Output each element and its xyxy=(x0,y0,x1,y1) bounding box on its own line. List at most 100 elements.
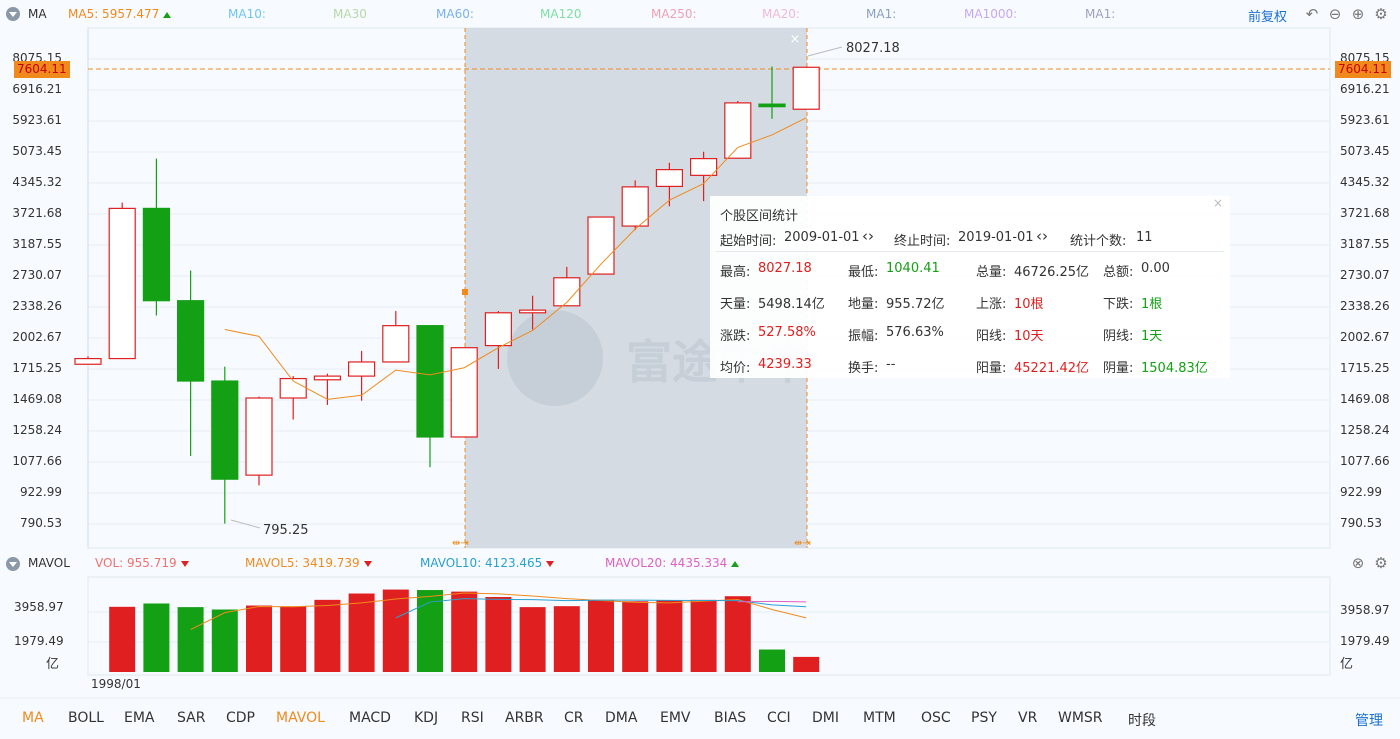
indicator-tab-dmi[interactable]: DMI xyxy=(812,710,839,726)
indicator-tab-时段[interactable]: 时段 xyxy=(1128,713,1156,729)
start-time-stepper-icon[interactable]: ‹› xyxy=(862,227,874,245)
candle[interactable] xyxy=(792,66,820,110)
price-tick-left: 5923.61 xyxy=(12,113,62,127)
indicator-tab-kdj[interactable]: KDJ xyxy=(414,710,439,726)
ma-legend-item[interactable]: MA1: xyxy=(866,7,897,21)
ma-legend-item[interactable]: MA60: xyxy=(436,7,474,21)
candle[interactable] xyxy=(518,295,547,330)
candle[interactable] xyxy=(724,101,752,159)
candle[interactable] xyxy=(416,325,444,468)
indicator-tab-dma[interactable]: DMA xyxy=(605,710,638,726)
candle[interactable] xyxy=(108,202,136,360)
indicator-tab-macd[interactable]: MACD xyxy=(349,710,391,726)
trend-up-icon xyxy=(731,560,740,567)
candle[interactable] xyxy=(245,396,273,486)
volume-bar xyxy=(417,590,443,672)
candle[interactable] xyxy=(655,162,684,207)
ma-legend-item[interactable]: MA30 xyxy=(333,7,367,21)
indicator-tab-boll[interactable]: BOLL xyxy=(68,710,104,726)
vol-legend-item[interactable]: MAVOL20: 4435.334 xyxy=(605,556,740,570)
candle[interactable] xyxy=(621,180,649,231)
stat-label: 最低: xyxy=(848,265,879,280)
ma-legend-item[interactable]: MA1000: xyxy=(964,7,1018,21)
zoom-in-icon[interactable]: ⊕ xyxy=(1351,5,1365,23)
volume-bar xyxy=(143,603,170,672)
current-price-tag-right: 7604.11 xyxy=(1335,61,1391,78)
range-start-drag-icon[interactable]: ⇹⇥ xyxy=(452,538,469,549)
end-time-value[interactable]: 2019-01-01 xyxy=(958,230,1034,245)
stats-close-icon[interactable]: × xyxy=(1213,196,1224,210)
range-end-drag-icon[interactable]: ⇹⇥ xyxy=(794,538,811,549)
ma-legend-item[interactable]: MA10: xyxy=(228,7,266,21)
volume-bar xyxy=(690,599,717,672)
start-time-label: 起始时间: xyxy=(720,234,777,249)
end-time-stepper-icon[interactable]: ‹› xyxy=(1036,227,1048,245)
indicator-tab-wmsr[interactable]: WMSR xyxy=(1058,710,1103,726)
candle[interactable] xyxy=(142,158,170,316)
close-volume-icon[interactable]: ⊗ xyxy=(1351,554,1365,572)
undo-icon[interactable]: ↶ xyxy=(1305,5,1319,23)
zoom-out-icon[interactable]: ⊖ xyxy=(1328,5,1342,23)
range-close-icon[interactable]: × xyxy=(790,32,801,47)
indicator-tab-ema[interactable]: EMA xyxy=(124,710,155,726)
volume-bar xyxy=(109,606,136,672)
indicator-tab-cci[interactable]: CCI xyxy=(767,710,791,726)
indicator-tab-rsi[interactable]: RSI xyxy=(461,710,484,726)
collapse-ma-icon[interactable] xyxy=(6,7,20,21)
candle-up-body xyxy=(621,186,649,227)
indicator-tab-cr[interactable]: CR xyxy=(564,710,584,726)
ma-legend-item[interactable]: MA250: xyxy=(651,7,697,21)
price-tick-left: 2730.07 xyxy=(12,268,62,282)
vol-axis-right-2: 1979.49 xyxy=(1340,634,1390,648)
candle[interactable] xyxy=(689,151,718,202)
indicator-tab-vr[interactable]: VR xyxy=(1018,710,1038,726)
volume-bar xyxy=(246,605,272,672)
indicator-tab-osc[interactable]: OSC xyxy=(921,710,951,726)
adjust-mode-button[interactable]: 前复权 xyxy=(1248,10,1288,25)
candle[interactable] xyxy=(382,311,410,363)
indicator-tab-emv[interactable]: EMV xyxy=(660,710,691,726)
ma-legend-item[interactable]: MA1: xyxy=(1085,7,1116,21)
candle[interactable] xyxy=(348,350,376,401)
trend-up-icon xyxy=(163,11,172,18)
candle[interactable] xyxy=(177,270,205,457)
indicator-tab-ma[interactable]: MA xyxy=(22,710,44,726)
mavol10-line xyxy=(395,598,807,619)
candle-up-body xyxy=(108,207,136,360)
indicator-tab-arbr[interactable]: ARBR xyxy=(505,710,544,726)
manage-button[interactable]: 管理 xyxy=(1355,713,1383,729)
settings-gear-icon[interactable]: ⚙ xyxy=(1374,5,1388,23)
stat-value: 0.00 xyxy=(1141,261,1170,276)
indicator-tab-mavol[interactable]: MAVOL xyxy=(276,710,325,726)
indicator-tab-cdp[interactable]: CDP xyxy=(226,710,255,726)
start-time-value[interactable]: 2009-01-01 xyxy=(784,230,860,245)
candle[interactable] xyxy=(74,356,102,365)
ma-legend-item[interactable]: MA5: 5957.477 xyxy=(68,7,172,21)
candle[interactable] xyxy=(450,347,478,438)
candle[interactable] xyxy=(587,216,615,275)
volume-settings-icon[interactable]: ⚙ xyxy=(1374,554,1388,572)
candle[interactable] xyxy=(758,66,786,119)
candle[interactable] xyxy=(553,266,581,307)
candle[interactable] xyxy=(484,311,512,369)
price-tick-left: 2338.26 xyxy=(12,299,62,313)
indicator-tab-psy[interactable]: PSY xyxy=(971,710,997,726)
candle[interactable] xyxy=(211,366,239,524)
range-start-handle[interactable] xyxy=(462,289,468,295)
price-tick-right: 4345.32 xyxy=(1340,175,1390,189)
price-tick-right: 1258.24 xyxy=(1340,423,1390,437)
candle-up-body xyxy=(724,102,752,159)
vol-legend-item[interactable]: VOL: 955.719 xyxy=(95,556,189,570)
indicator-tab-sar[interactable]: SAR xyxy=(177,710,206,726)
indicator-tab-mtm[interactable]: MTM xyxy=(863,710,896,726)
candle[interactable] xyxy=(279,376,307,420)
ma-legend-item[interactable]: MA20: xyxy=(762,7,800,21)
stat-value: 1根 xyxy=(1141,297,1163,312)
collapse-vol-icon[interactable] xyxy=(6,557,20,571)
ma-legend-item[interactable]: MA120 xyxy=(540,7,582,21)
volume-bar xyxy=(485,596,512,672)
vol-legend-item[interactable]: MAVOL5: 3419.739 xyxy=(245,556,372,570)
vol-legend-item[interactable]: MAVOL10: 4123.465 xyxy=(420,556,555,570)
indicator-tab-bias[interactable]: BIAS xyxy=(714,710,747,726)
